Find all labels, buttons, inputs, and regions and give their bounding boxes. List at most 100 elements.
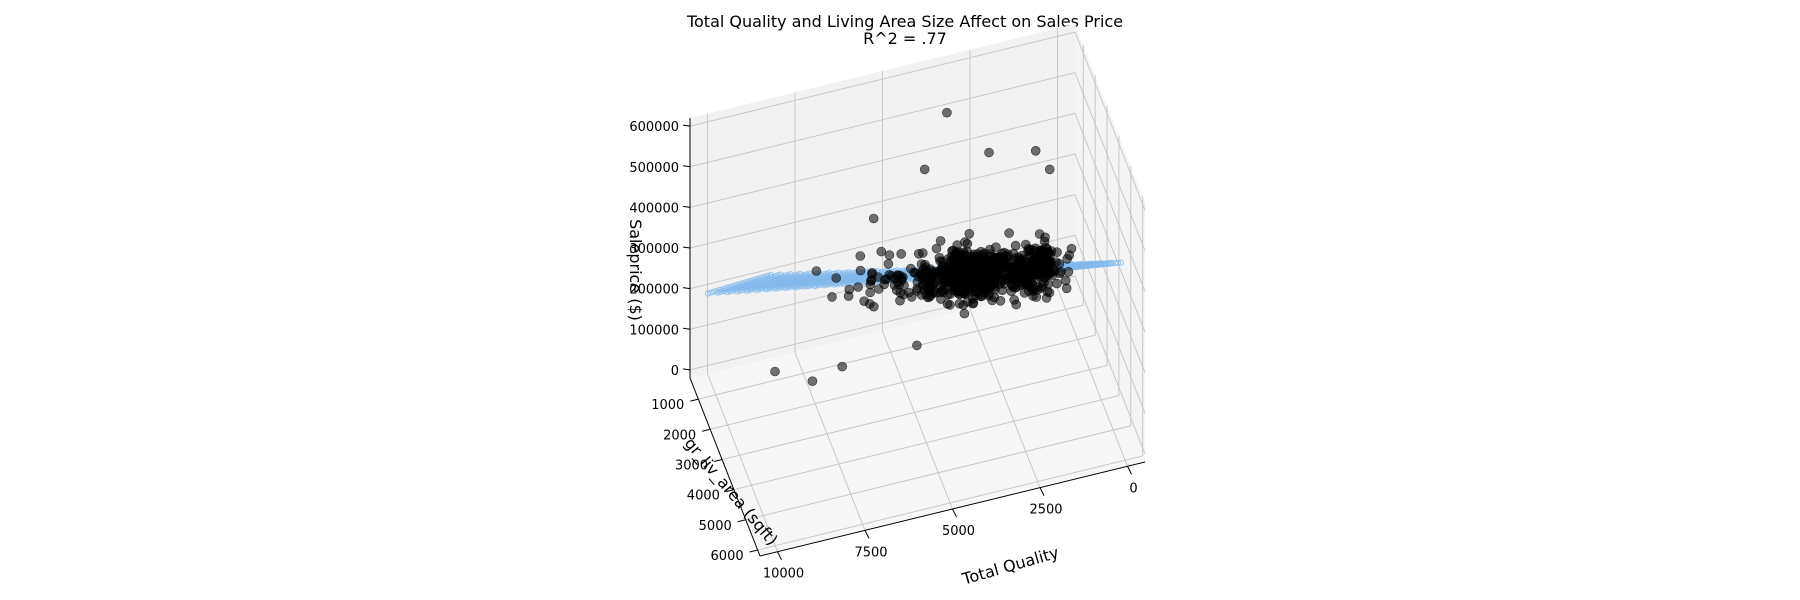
z-gridline xyxy=(689,194,1146,373)
plane-point xyxy=(1082,261,1090,268)
plane-point xyxy=(800,272,808,279)
plane-point xyxy=(707,289,714,296)
plane-point xyxy=(710,288,717,295)
data-point xyxy=(975,257,986,268)
data-point xyxy=(1064,250,1075,260)
x-tick-label: 10000 xyxy=(763,567,804,582)
data-point xyxy=(1035,252,1045,262)
plane-point xyxy=(1108,259,1115,266)
plane-point xyxy=(722,285,729,292)
data-point xyxy=(935,236,946,246)
data-point xyxy=(879,274,890,285)
data-point xyxy=(976,291,986,302)
y-tick-label: 2000 xyxy=(663,428,696,443)
z-tick-label: 0 xyxy=(671,364,679,379)
data-point xyxy=(868,213,879,224)
plane-point xyxy=(1088,260,1095,267)
data-point xyxy=(1010,240,1021,251)
data-point xyxy=(827,292,837,302)
z-tick-label: 300000 xyxy=(629,242,679,257)
z-tick-mark xyxy=(682,165,691,168)
plane-point xyxy=(820,271,827,278)
z-gridline xyxy=(689,112,1146,292)
z-tick-mark xyxy=(682,287,691,290)
data-point xyxy=(1033,269,1043,280)
data-point xyxy=(855,251,866,261)
data-point xyxy=(936,294,946,304)
data-point xyxy=(927,268,937,279)
data-point xyxy=(953,275,964,286)
data-point xyxy=(884,250,895,260)
data-point xyxy=(883,259,894,269)
z-gridline xyxy=(689,31,1146,211)
x-gridline xyxy=(794,92,866,531)
plane-point xyxy=(1076,261,1083,268)
data-point xyxy=(831,273,842,283)
data-point xyxy=(1008,269,1019,279)
data-point xyxy=(844,284,855,295)
y-tick-mark xyxy=(749,549,758,553)
data-point xyxy=(807,376,818,387)
z-tick-label: 100000 xyxy=(629,323,679,338)
plane-point xyxy=(727,283,734,290)
z-axis-label: Saleprice ($) xyxy=(626,219,645,321)
y-tick-label: 3000 xyxy=(675,458,708,473)
plane-point xyxy=(823,270,830,277)
x-tick-mark xyxy=(864,530,870,539)
plane-point xyxy=(777,271,784,278)
plane-point xyxy=(1078,260,1086,267)
data-point xyxy=(939,284,949,295)
plane-point xyxy=(794,271,801,278)
plane-point xyxy=(753,276,760,283)
y-tick-mark xyxy=(725,489,735,493)
y-gridline xyxy=(698,45,1084,400)
data-point xyxy=(951,247,962,257)
plane-point xyxy=(724,284,732,291)
data-point xyxy=(770,366,780,377)
plane-point xyxy=(759,274,766,281)
x-tick-label: 7500 xyxy=(854,545,887,560)
data-point xyxy=(1032,284,1043,295)
data-point xyxy=(1063,266,1074,277)
data-point xyxy=(892,277,903,288)
data-point xyxy=(1004,228,1014,238)
z-tick-label: 500000 xyxy=(629,161,679,176)
data-point xyxy=(837,361,848,372)
data-point xyxy=(1052,278,1062,289)
data-point xyxy=(1055,268,1065,279)
plane-point xyxy=(713,287,720,295)
x-axis-label: Total Quality xyxy=(959,543,1061,589)
data-point xyxy=(935,256,945,266)
y-gridline xyxy=(733,135,1120,491)
data-point xyxy=(1003,275,1013,286)
plane-point xyxy=(742,279,749,286)
plane-point xyxy=(1098,260,1105,267)
data-point xyxy=(993,262,1003,273)
data-point xyxy=(947,262,957,273)
plane-point xyxy=(747,277,754,284)
data-point xyxy=(1002,249,1013,259)
z-tick-mark xyxy=(682,368,691,371)
y-tick-label: 5000 xyxy=(699,519,732,534)
data-point xyxy=(1046,246,1057,256)
plane-point xyxy=(784,271,791,279)
x-tick-mark xyxy=(1127,466,1132,475)
z-tick-mark xyxy=(682,246,691,249)
plane-point xyxy=(744,278,752,285)
data-point xyxy=(1011,299,1022,310)
plane-point xyxy=(826,269,833,276)
plane-point xyxy=(767,271,775,278)
data-point xyxy=(912,340,922,351)
plane-point xyxy=(791,272,798,279)
plane-point xyxy=(787,271,794,278)
data-point xyxy=(876,246,887,257)
data-point xyxy=(959,249,970,259)
plane-point xyxy=(1114,259,1122,266)
y-tick-mark xyxy=(713,458,723,462)
data-point xyxy=(1045,257,1056,268)
y-tick-label: 4000 xyxy=(687,489,720,504)
plane-point xyxy=(1069,261,1076,268)
data-point xyxy=(945,300,955,310)
plane-point xyxy=(839,270,847,277)
x-gridline xyxy=(882,71,953,510)
